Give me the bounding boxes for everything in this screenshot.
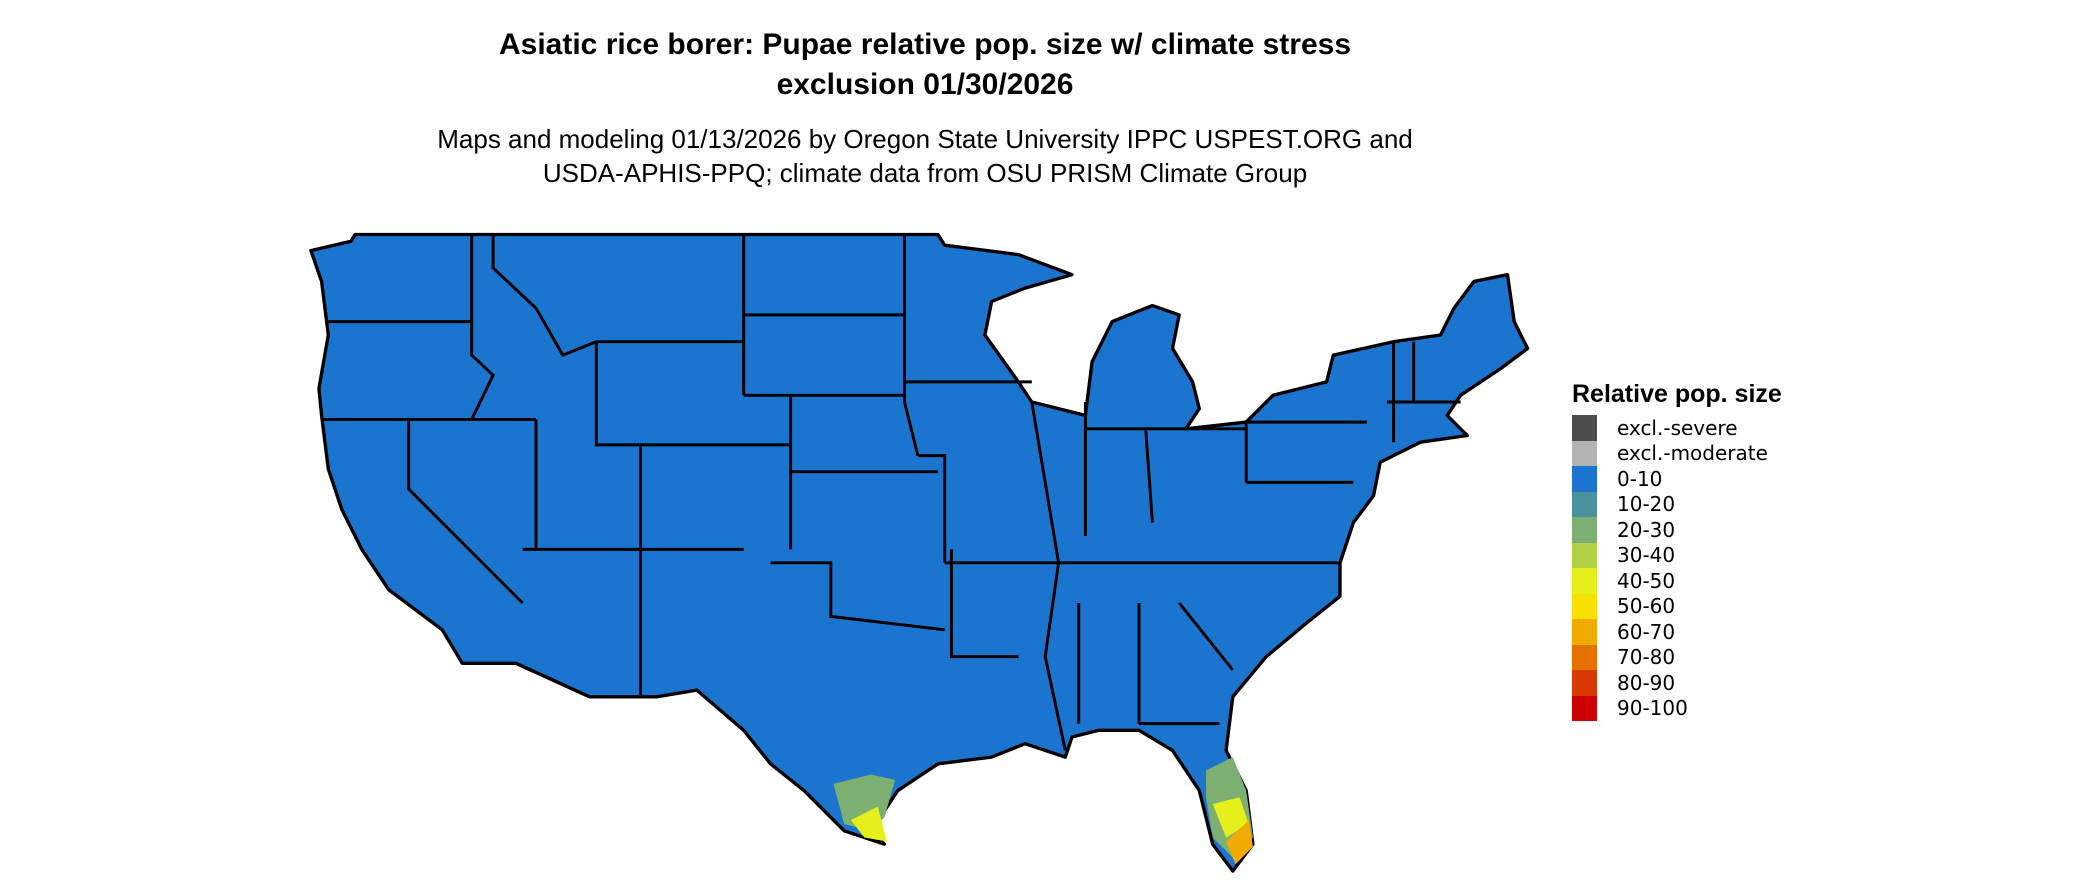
legend-label: excl.-severe <box>1617 415 1738 440</box>
legend-item: 90-100 <box>1572 695 1782 721</box>
legend-label: 50-60 <box>1617 594 1676 619</box>
florida-hot-zone <box>1212 797 1249 838</box>
legend-swatch <box>1572 568 1597 594</box>
legend-item: 60-70 <box>1572 619 1782 645</box>
legend-item: 50-60 <box>1572 593 1782 619</box>
legend: Relative pop. size excl.-severe excl.-mod… <box>1572 380 1782 721</box>
legend-swatch <box>1572 466 1597 492</box>
legend-item: 80-90 <box>1572 670 1782 696</box>
legend-item: 20-30 <box>1572 517 1782 543</box>
us-outline <box>309 232 1530 873</box>
legend-swatch <box>1572 440 1597 466</box>
legend-swatch <box>1572 491 1597 517</box>
legend-item: excl.-severe <box>1572 415 1782 441</box>
legend-label: 70-80 <box>1617 645 1676 670</box>
map-title-line2: exclusion 01/30/2026 <box>776 68 1074 101</box>
subtitle-line2: USDA-APHIS-PPQ; climate data from OSU PR… <box>542 158 1308 188</box>
legend-item: excl.-moderate <box>1572 440 1782 466</box>
legend-title: Relative pop. size <box>1572 380 1782 408</box>
legend-swatch <box>1572 619 1597 645</box>
subtitle-line1: Maps and modeling 01/13/2026 by Oregon S… <box>437 124 1413 154</box>
legend-label: 20-30 <box>1617 517 1676 542</box>
map-title-line1: Asiatic rice borer: Pupae relative pop. … <box>498 28 1352 61</box>
legend-swatch <box>1572 542 1597 568</box>
legend-label: 60-70 <box>1617 619 1676 644</box>
legend-swatch <box>1572 670 1597 696</box>
legend-label: excl.-moderate <box>1617 441 1768 466</box>
florida-hottest-zone <box>1226 820 1253 865</box>
legend-swatch <box>1572 415 1597 441</box>
legend-item: 0-10 <box>1572 466 1782 492</box>
texas-hot-zone <box>850 806 888 842</box>
legend-swatch <box>1572 517 1597 543</box>
legend-label: 30-40 <box>1617 543 1676 568</box>
legend-label: 90-100 <box>1617 696 1688 721</box>
legend-label: 0-10 <box>1617 466 1663 491</box>
legend-swatch <box>1572 593 1597 619</box>
legend-item: 30-40 <box>1572 542 1782 568</box>
state-borders <box>321 234 1461 751</box>
legend-item: 10-20 <box>1572 491 1782 517</box>
legend-swatch <box>1572 695 1597 721</box>
legend-item: 70-80 <box>1572 644 1782 670</box>
legend-swatch <box>1572 644 1597 670</box>
legend-label: 40-50 <box>1617 568 1676 593</box>
legend-label: 80-90 <box>1617 670 1676 695</box>
legend-item: 40-50 <box>1572 568 1782 594</box>
legend-label: 10-20 <box>1617 492 1676 517</box>
